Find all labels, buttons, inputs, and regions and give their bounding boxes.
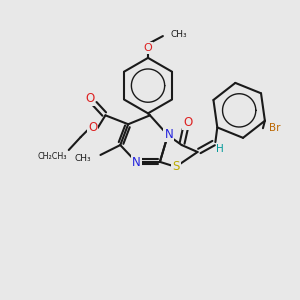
Text: Br: Br xyxy=(269,123,281,133)
Text: O: O xyxy=(88,121,97,134)
Text: O: O xyxy=(183,116,192,129)
Text: O: O xyxy=(144,43,152,53)
Text: H: H xyxy=(217,144,224,154)
Text: O: O xyxy=(85,92,94,105)
Text: CH₃: CH₃ xyxy=(75,154,92,164)
Text: CH₃: CH₃ xyxy=(171,30,188,39)
Text: CH₂CH₃: CH₂CH₃ xyxy=(37,152,67,161)
Text: N: N xyxy=(164,128,173,141)
Text: S: S xyxy=(172,160,179,173)
Text: N: N xyxy=(132,156,140,170)
